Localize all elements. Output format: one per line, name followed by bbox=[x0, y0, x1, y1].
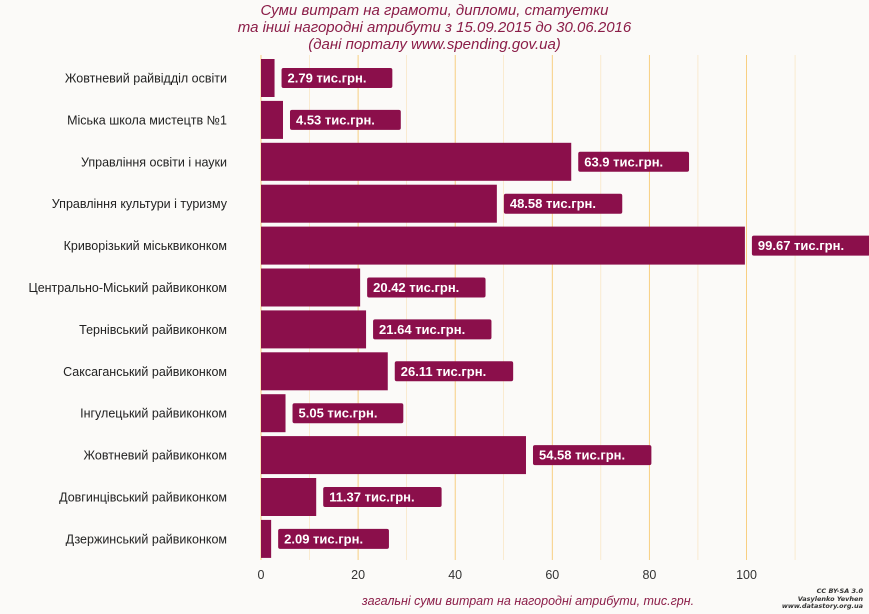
title-line-1: Суми витрат на грамоти, дипломи, статует… bbox=[260, 2, 609, 19]
bar bbox=[261, 436, 526, 475]
data-label-box bbox=[373, 319, 492, 340]
category-label: Тернівський райвиконком bbox=[79, 323, 227, 337]
data-label-box bbox=[503, 193, 623, 214]
category-label: Центрально-Міський райвиконком bbox=[28, 281, 227, 295]
x-tick-label: 0 bbox=[258, 568, 265, 582]
data-label-box bbox=[292, 403, 404, 424]
title-line-2: та інші нагородні атрибути з 15.09.2015 … bbox=[237, 19, 632, 36]
bar bbox=[261, 478, 317, 516]
x-tick-label: 40 bbox=[448, 568, 462, 582]
data-label-box bbox=[394, 361, 514, 382]
credit-author: Vasylenko Yevhen bbox=[797, 594, 863, 603]
data-label: 2.79 тис.грн. bbox=[288, 71, 367, 86]
category-label: Управління освіти і науки bbox=[81, 155, 227, 169]
category-label: Інгулецький райвиконком bbox=[80, 407, 227, 421]
bar bbox=[261, 100, 283, 139]
bar bbox=[261, 352, 388, 391]
data-label-box bbox=[367, 277, 486, 298]
category-label: Жовтневий райвідділ освіти bbox=[65, 72, 227, 86]
category-label: Жовтневий райвиконком bbox=[83, 449, 227, 463]
bar bbox=[261, 519, 272, 558]
x-tick-label: 60 bbox=[545, 568, 559, 582]
category-label: Довгинцівський райвиконком bbox=[59, 491, 227, 505]
bar bbox=[261, 59, 275, 97]
bar bbox=[261, 184, 497, 223]
bar bbox=[261, 394, 286, 433]
data-label: 11.37 тис.грн. bbox=[329, 490, 414, 505]
x-tick-label: 80 bbox=[642, 568, 656, 582]
chart-title: Суми витрат на грамоти, дипломи, статует… bbox=[0, 2, 869, 53]
data-label: 48.58 тис.грн. bbox=[510, 196, 596, 211]
category-label: Дзержинський райвиконком bbox=[66, 532, 227, 546]
credit-url: www.datastory.org.ua bbox=[781, 602, 863, 610]
data-label: 99.67 тис.грн. bbox=[758, 238, 844, 253]
category-label: Управління культури і туризму bbox=[52, 197, 228, 211]
data-label-box bbox=[289, 109, 401, 130]
category-label: Криворізький міськвиконком bbox=[64, 239, 227, 253]
bar bbox=[261, 142, 572, 181]
credit-text: CC BY-SA 3.0 Vasylenko Yevhen www.datast… bbox=[781, 587, 863, 611]
data-label-box bbox=[751, 235, 869, 256]
data-label-box bbox=[278, 528, 389, 549]
data-label-box bbox=[323, 487, 442, 507]
data-label: 4.53 тис.грн. bbox=[296, 112, 375, 127]
data-label: 2.09 тис.грн. bbox=[284, 531, 363, 546]
data-label: 5.05 тис.грн. bbox=[299, 406, 378, 421]
data-label-box bbox=[281, 68, 393, 88]
bar bbox=[261, 226, 745, 265]
bar bbox=[261, 268, 361, 307]
data-label: 20.42 тис.грн. bbox=[373, 280, 459, 295]
x-tick-label: 20 bbox=[351, 568, 365, 582]
category-label: Саксаганський райвиконком bbox=[63, 365, 227, 379]
category-label: Міська школа мистецтв №1 bbox=[67, 113, 227, 127]
data-label: 63.9 тис.грн. bbox=[584, 154, 663, 169]
data-label: 21.64 тис.грн. bbox=[379, 322, 465, 337]
credit-license: CC BY-SA 3.0 bbox=[816, 587, 863, 595]
data-label: 54.58 тис.грн. bbox=[539, 448, 625, 463]
x-axis-label: загальні суми витрат на нагородні атрибу… bbox=[361, 594, 695, 608]
bar bbox=[261, 310, 367, 349]
data-label: 26.11 тис.грн. bbox=[401, 364, 486, 379]
data-label-box bbox=[578, 151, 690, 172]
title-line-3: (дані порталу www.spending.gov.ua) bbox=[308, 36, 561, 53]
x-tick-label: 100 bbox=[736, 568, 757, 582]
data-label-box bbox=[532, 445, 652, 466]
